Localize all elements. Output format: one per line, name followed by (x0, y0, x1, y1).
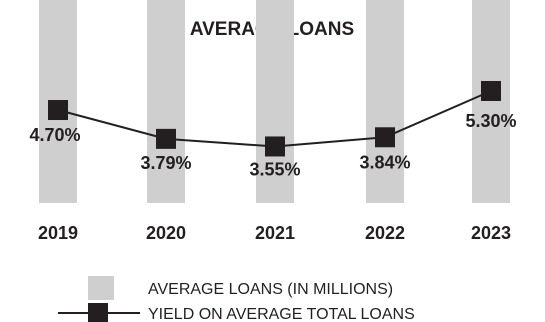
yield-line-group (48, 80, 501, 157)
yield-value-label-2021: 3.55% (249, 159, 300, 179)
label-group: $91,511$102,689$100,269$111,302$118,0044… (29, 111, 516, 243)
legend: AVERAGE LOANS (IN MILLIONS) YIELD ON AVE… (58, 276, 415, 322)
legend-bar-label: AVERAGE LOANS (IN MILLIONS) (148, 281, 393, 298)
bar-2021 (256, 0, 294, 203)
bar-2020 (147, 0, 185, 203)
x-tick-label-2022: 2022 (365, 223, 405, 243)
yield-value-label-2020: 3.79% (140, 153, 191, 173)
legend-bar-swatch (88, 276, 114, 300)
bar-2023 (472, 0, 510, 203)
legend-line-marker (88, 303, 108, 322)
yield-value-label-2022: 3.84% (359, 152, 410, 172)
x-tick-label-2019: 2019 (38, 223, 78, 243)
yield-marker-2023 (481, 80, 501, 101)
legend-line-label: YIELD ON AVERAGE TOTAL LOANS (148, 306, 415, 322)
x-tick-label-2021: 2021 (255, 223, 295, 243)
yield-marker-2020 (156, 128, 176, 149)
yield-marker-2021 (265, 136, 285, 157)
bar-group (39, 0, 510, 203)
x-tick-label-2023: 2023 (471, 223, 511, 243)
x-tick-label-2020: 2020 (146, 223, 186, 243)
yield-marker-2019 (48, 100, 68, 121)
yield-value-label-2019: 4.70% (29, 125, 80, 145)
yield-value-label-2023: 5.30% (465, 111, 516, 131)
yield-marker-2022 (375, 127, 395, 148)
bar-2022 (366, 0, 404, 203)
